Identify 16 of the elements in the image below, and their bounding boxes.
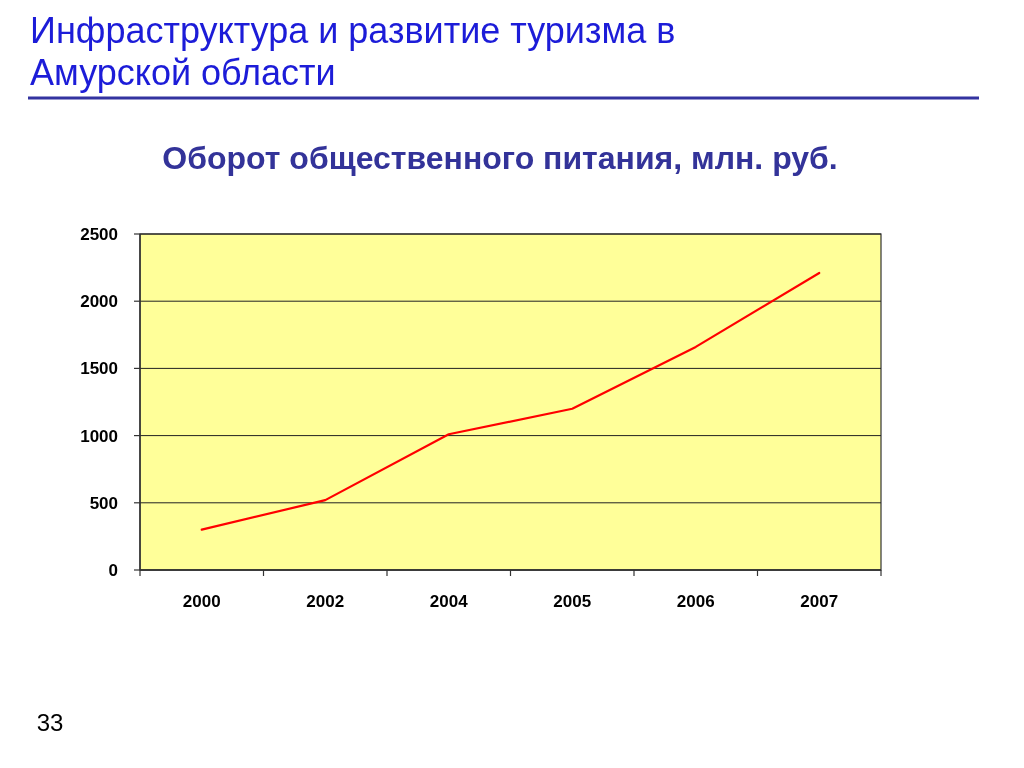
x-tick-label: 2005	[553, 592, 592, 611]
line-series	[200, 271, 821, 531]
x-tick-label: 2006	[676, 592, 715, 611]
y-tick-label: 1000	[80, 426, 118, 446]
y-tick-label: 500	[89, 493, 118, 513]
x-tick-label: 2002	[306, 592, 345, 611]
chart-subtitle: Оборот общественного питания, млн. руб.	[162, 140, 838, 176]
chart-title: Инфраструктура и развитие туризма в Амурской области	[30, 10, 676, 93]
y-tick-label: 1500	[80, 359, 118, 379]
x-tick-label: 2004	[429, 592, 469, 611]
y-tick-label: 2000	[80, 292, 118, 312]
y-tick-label: 0	[108, 560, 118, 580]
x-tick-label: 2000	[182, 592, 221, 611]
text: 33	[36, 709, 64, 736]
x-tick-label: 2007	[800, 592, 839, 611]
y-tick-label: 2500	[80, 224, 118, 244]
